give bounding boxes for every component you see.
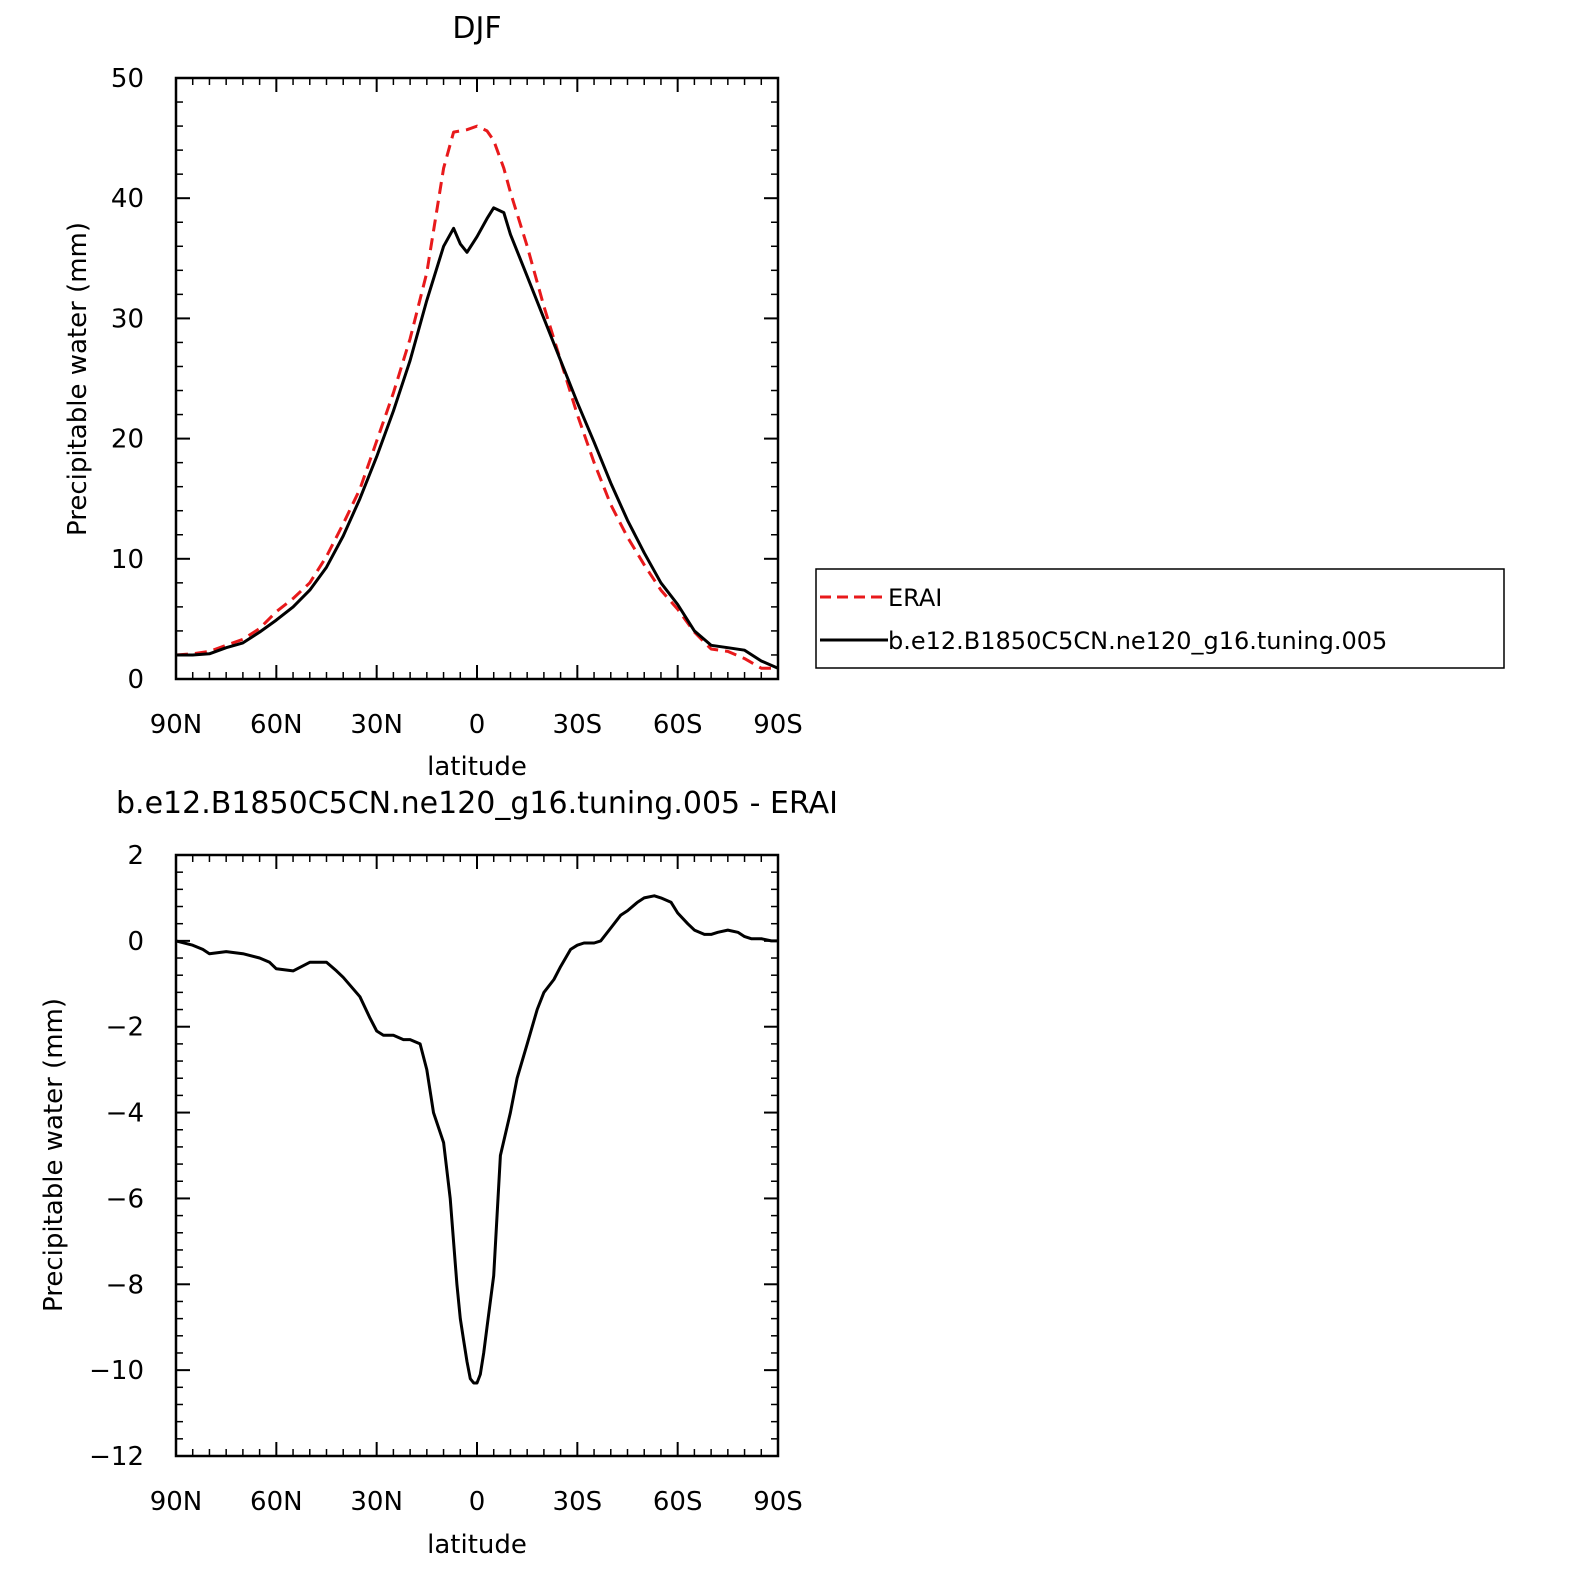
x-tick-label: 60S: [653, 1487, 703, 1517]
y-tick-label: 0: [127, 927, 144, 957]
x-tick-label: 30S: [553, 1487, 603, 1517]
x-tick-label: 90N: [150, 710, 203, 740]
y-tick-label: −2: [106, 1013, 144, 1043]
series-group: [175, 124, 779, 670]
chart-title: DJF: [452, 11, 501, 46]
x-tick-label: 30S: [553, 710, 603, 740]
x-tick-label: 0: [469, 1487, 486, 1517]
x-tick-label: 30N: [350, 1487, 403, 1517]
legend-box: [815, 568, 1505, 669]
x-axis-label: latitude: [427, 752, 527, 782]
top-panel: DJF 90N 60N 30N 0 30S 60S 90S 0 10 20 30 40 50 latit…: [63, 11, 803, 782]
series-line-b-e12-b1850c5cn-ne120-g16-tuning-005: [176, 206, 779, 670]
y-tick-label: 10: [111, 545, 144, 575]
series-group: [175, 894, 778, 1385]
legend-label-model: b.e12.B1850C5CN.ne120_g16.tuning.005: [888, 627, 1387, 655]
y-tick-label: 0: [127, 665, 144, 695]
plot-frame: [174, 853, 780, 1458]
y-tick-label: −10: [89, 1356, 144, 1386]
chart-title: b.e12.B1850C5CN.ne120_g16.tuning.005 - E…: [116, 786, 838, 821]
legend-label-erai: ERAI: [888, 584, 942, 612]
y-tick-label: 2: [127, 841, 144, 871]
y-tick-label: 20: [111, 425, 144, 455]
x-axis-label: latitude: [427, 1530, 527, 1560]
x-tick-label: 0: [469, 710, 486, 740]
y-tick-label: −12: [89, 1442, 144, 1472]
y-tick-label: 50: [111, 64, 144, 94]
y-tick-label: −4: [106, 1099, 144, 1129]
x-tick-label: 30N: [350, 710, 403, 740]
plot-frame: [174, 76, 780, 681]
series-line-difference: [175, 894, 778, 1385]
tick-group: 90N 60N 30N 0 30S 60S 90S −12 −10 −8 −6 −4 −2 0 2: [89, 841, 803, 1517]
x-tick-label: 60N: [250, 710, 303, 740]
series-line-erai: [175, 124, 778, 670]
y-axis-label: Precipitable water (mm): [39, 998, 69, 1312]
x-tick-label: 90S: [753, 710, 803, 740]
x-tick-label: 60N: [250, 1487, 303, 1517]
y-tick-label: 30: [111, 304, 144, 334]
bottom-panel: b.e12.B1850C5CN.ne120_g16.tuning.005 - E…: [39, 786, 838, 1560]
y-tick-label: −6: [106, 1184, 144, 1214]
y-tick-label: −8: [106, 1270, 144, 1300]
legend: ERAI b.e12.B1850C5CN.ne120_g16.tuning.00…: [815, 568, 1505, 669]
x-tick-label: 60S: [653, 710, 703, 740]
x-tick-label: 90S: [753, 1487, 803, 1517]
y-tick-label: 40: [111, 184, 144, 214]
x-tick-label: 90N: [150, 1487, 203, 1517]
y-axis-label: Precipitable water (mm): [63, 222, 93, 536]
